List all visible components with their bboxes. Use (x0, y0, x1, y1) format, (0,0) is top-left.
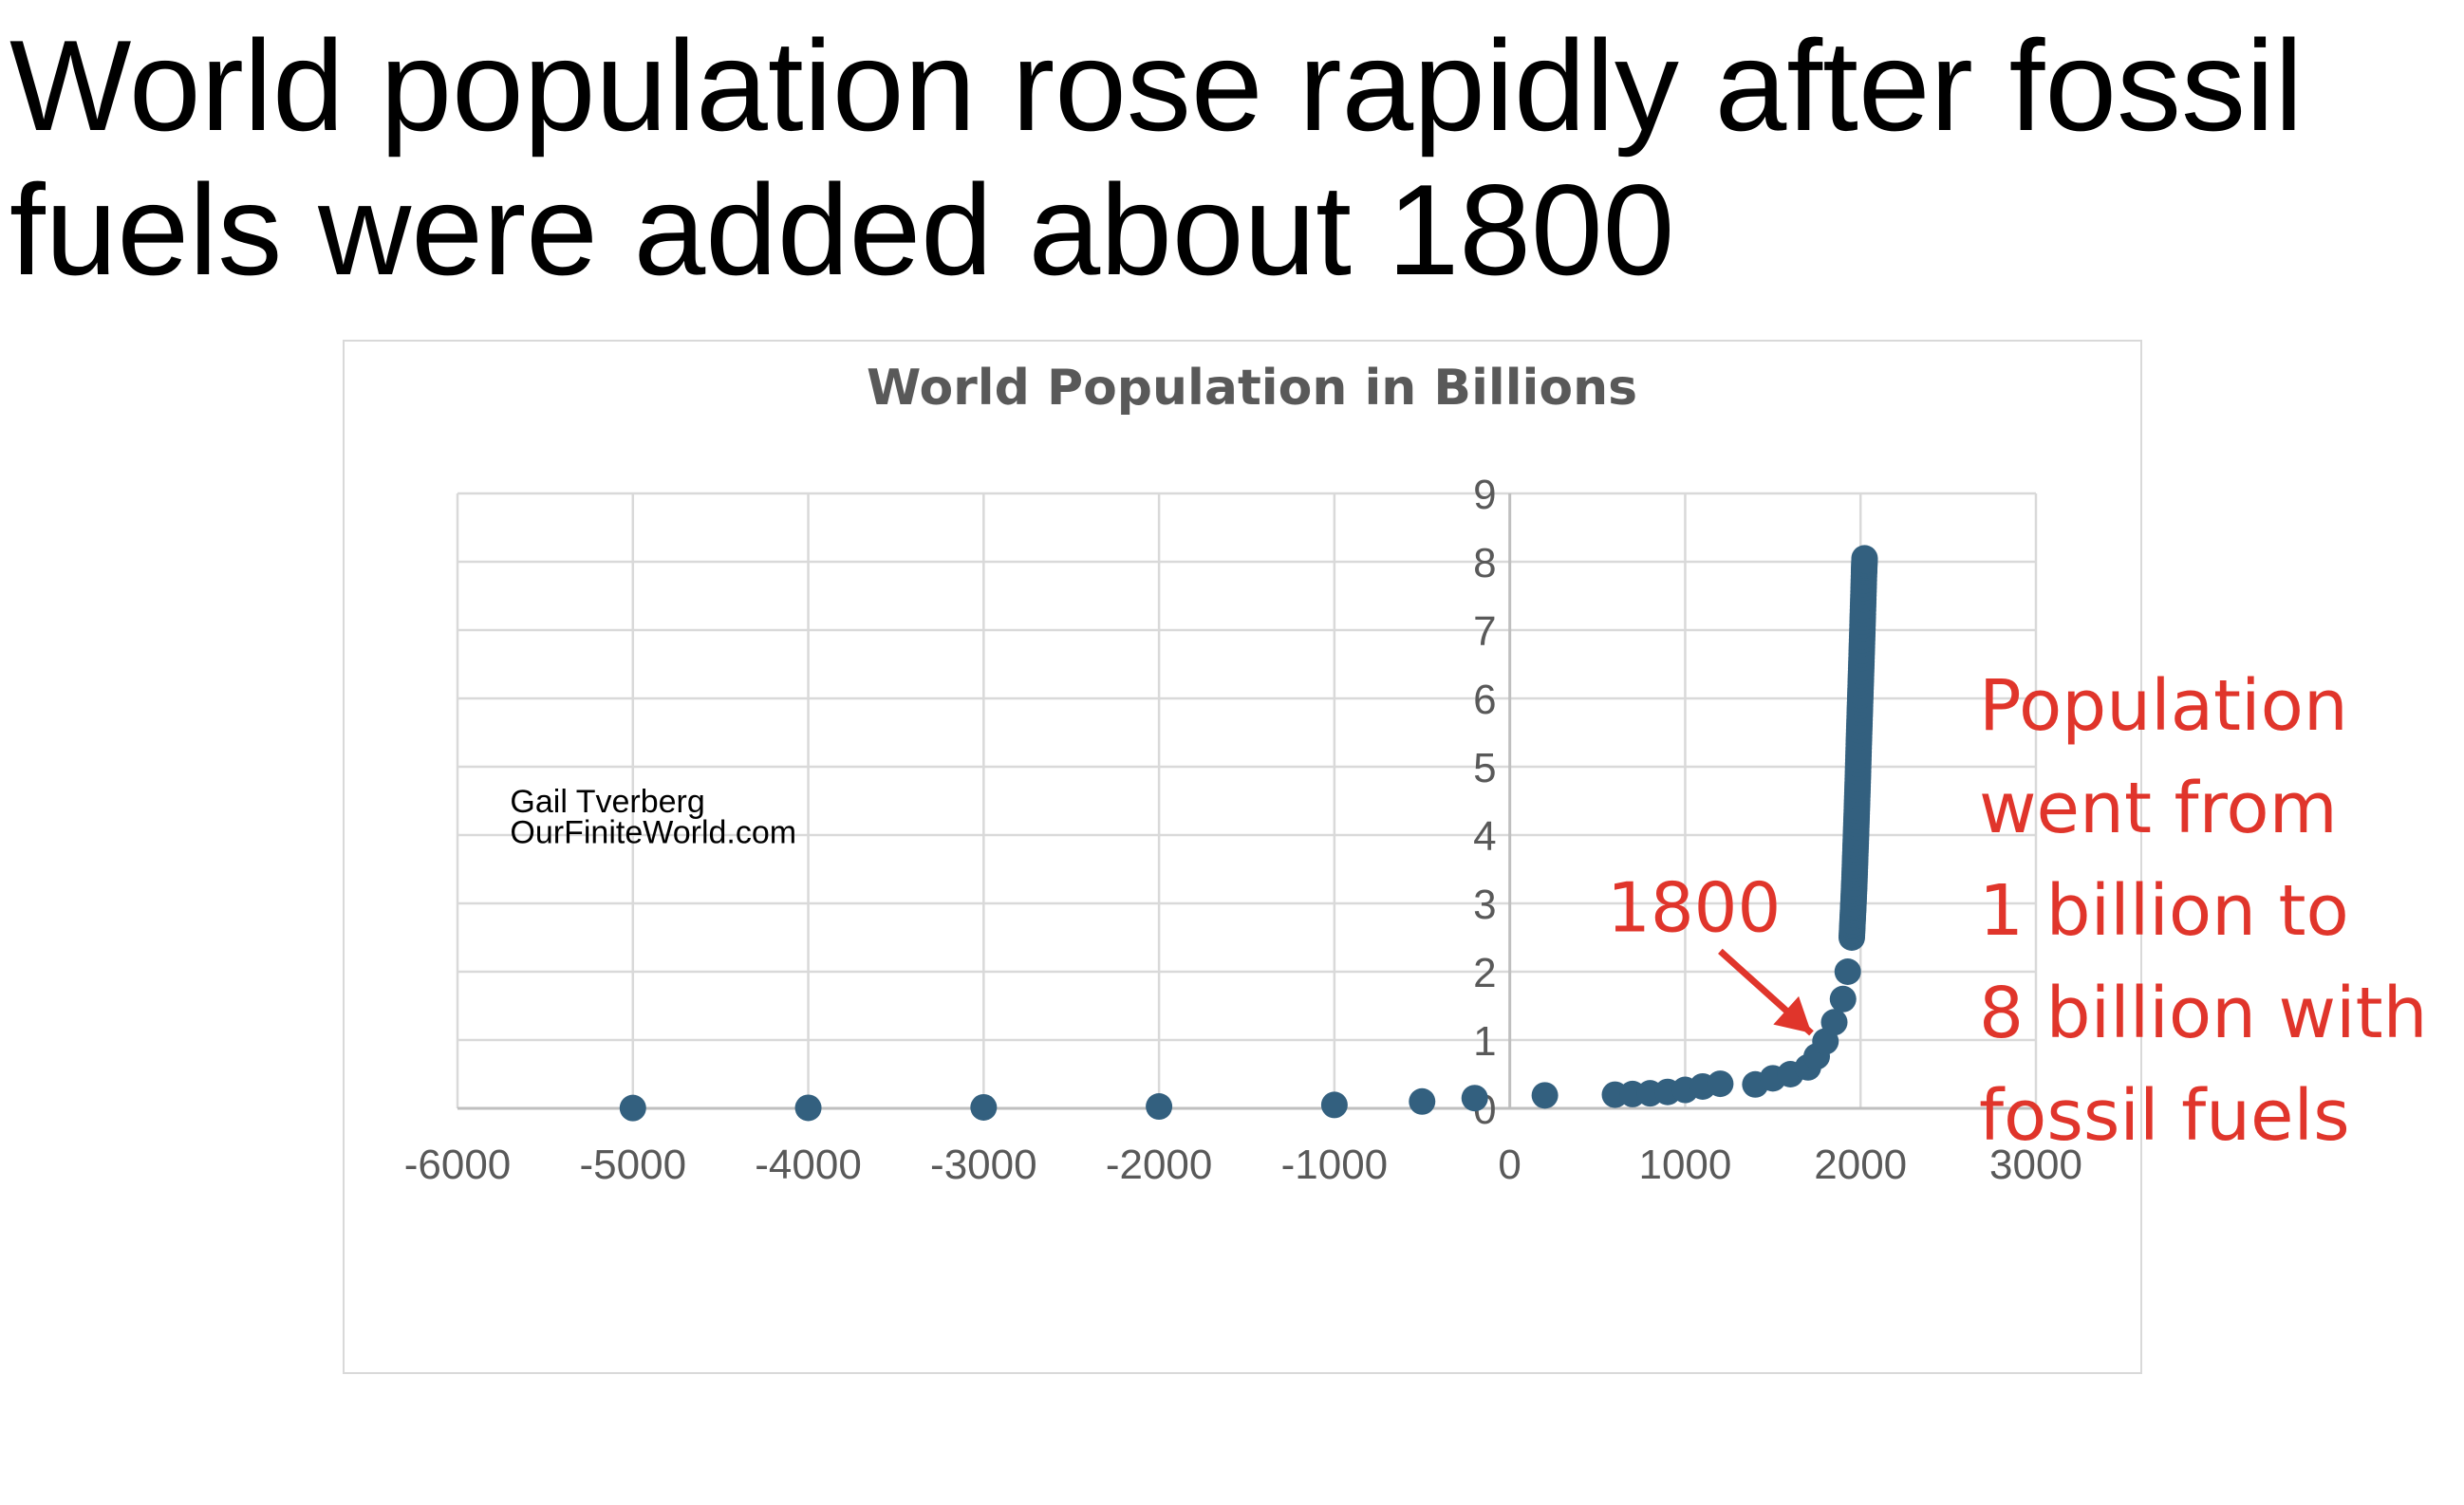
x-tick-label: 0 (1498, 1142, 1521, 1188)
x-tick-label: -4000 (755, 1142, 862, 1188)
y-tick-label: 6 (1473, 677, 1496, 723)
data-point (1531, 1082, 1559, 1109)
chart-axes (457, 493, 2036, 1110)
x-tick-label: -2000 (1106, 1142, 1213, 1188)
x-tick-label: 1000 (1638, 1142, 1731, 1188)
data-point (970, 1093, 998, 1121)
x-tick-label: 2000 (1814, 1142, 1907, 1188)
credit-author: Gail Tverberg (510, 784, 704, 820)
y-tick-label: 7 (1473, 608, 1496, 655)
x-tick-label: -6000 (404, 1142, 512, 1188)
data-point (1707, 1070, 1734, 1098)
y-tick-label: 4 (1473, 813, 1496, 860)
x-tick-label: -3000 (930, 1142, 1037, 1188)
credit-site: OurFiniteWorld.com (510, 814, 796, 850)
data-point (619, 1094, 646, 1122)
x-tick-label: 3000 (1989, 1142, 2082, 1188)
y-tick-label: 9 (1473, 472, 1496, 518)
data-point (1409, 1087, 1436, 1115)
y-tick-label: 2 (1473, 950, 1496, 996)
slide-title-line-1: World population rose rapidly after foss… (9, 13, 2304, 158)
data-point (1820, 1009, 1848, 1036)
y-tick-label: 1 (1473, 1018, 1496, 1065)
x-tick-label: -1000 (1281, 1142, 1389, 1188)
slide-title: World population rose rapidly after foss… (9, 13, 2439, 302)
annotation-arrow-head (1773, 995, 1812, 1033)
x-tick-labels: -6000 -5000 -4000 -3000 -2000 -1000 0 1000 2000 3… (404, 1142, 2082, 1188)
chart-frame: World Population in Billions -6000 -5000-… (343, 340, 2142, 1374)
data-point (1320, 1091, 1348, 1119)
annotation-1800: 1800 (1607, 868, 1781, 948)
y-tick-label: 5 (1473, 745, 1496, 791)
population-scatter-chart: World Population in Billions -6000 -5000-… (404, 360, 2082, 1188)
slide-title-line-2: fuels were added about 1800 (9, 158, 1675, 302)
data-point (1146, 1093, 1173, 1121)
annotation-block: Population went from 1 billion to 8 bill… (1979, 655, 2454, 1167)
chart-title: World Population in Billions (867, 360, 1637, 417)
data-point (1461, 1085, 1488, 1112)
annotation-line-5: fossil fuels (1979, 1075, 2350, 1157)
annotation-line-4: 8 billion with (1979, 973, 2428, 1054)
data-point (1834, 958, 1861, 985)
data-points (619, 545, 1878, 1122)
y-tick-label: 8 (1473, 540, 1496, 586)
x-tick-label: -5000 (580, 1142, 687, 1188)
data-point (1829, 985, 1857, 1013)
annotation-line-3: 1 billion to (1979, 870, 2349, 952)
chart-gridlines (456, 492, 2038, 1110)
annotation-line-1: Population (1979, 665, 2348, 747)
y-tick-label: 3 (1473, 882, 1496, 928)
data-point-interp (1851, 547, 1878, 574)
data-point (794, 1094, 822, 1122)
annotation-line-2: went from (1979, 768, 2338, 849)
